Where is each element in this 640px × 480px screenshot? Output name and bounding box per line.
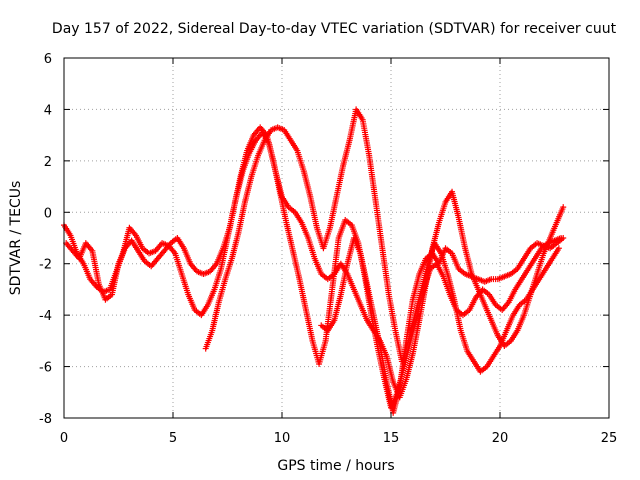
data-point	[555, 245, 562, 252]
y-tick-label: -2	[39, 258, 52, 273]
x-tick-label: 5	[169, 431, 177, 446]
y-tick-label: 2	[44, 155, 52, 170]
y-axis-label: SDTVAR / TECUs	[8, 181, 24, 296]
plot-frame	[63, 57, 610, 419]
y-tick-label: 4	[44, 103, 52, 118]
series-track-4	[318, 235, 567, 416]
y-tick-label: -6	[39, 361, 52, 376]
axes-layer: 0 5 10 15 20 25 -8 -6 -4 -2 0 2 4 6	[39, 52, 617, 446]
x-tick-label: 25	[601, 431, 618, 446]
y-tick-label: -8	[39, 412, 52, 427]
x-tick-label: 10	[274, 431, 291, 446]
series-track-3	[202, 106, 562, 375]
y-tick-label: 0	[44, 206, 52, 221]
x-tick-label: 20	[492, 431, 509, 446]
x-axis-label: GPS time / hours	[277, 458, 394, 474]
chart-title: Day 157 of 2022, Sidereal Day-to-day VTE…	[52, 21, 617, 37]
x-tick-label: 0	[60, 431, 68, 446]
data-points-layer	[61, 106, 567, 416]
data-point	[560, 235, 567, 241]
x-tick-label: 15	[383, 431, 400, 446]
y-tick-label: 6	[44, 52, 52, 67]
y-tick-label: -4	[39, 309, 52, 324]
data-point	[560, 204, 567, 211]
